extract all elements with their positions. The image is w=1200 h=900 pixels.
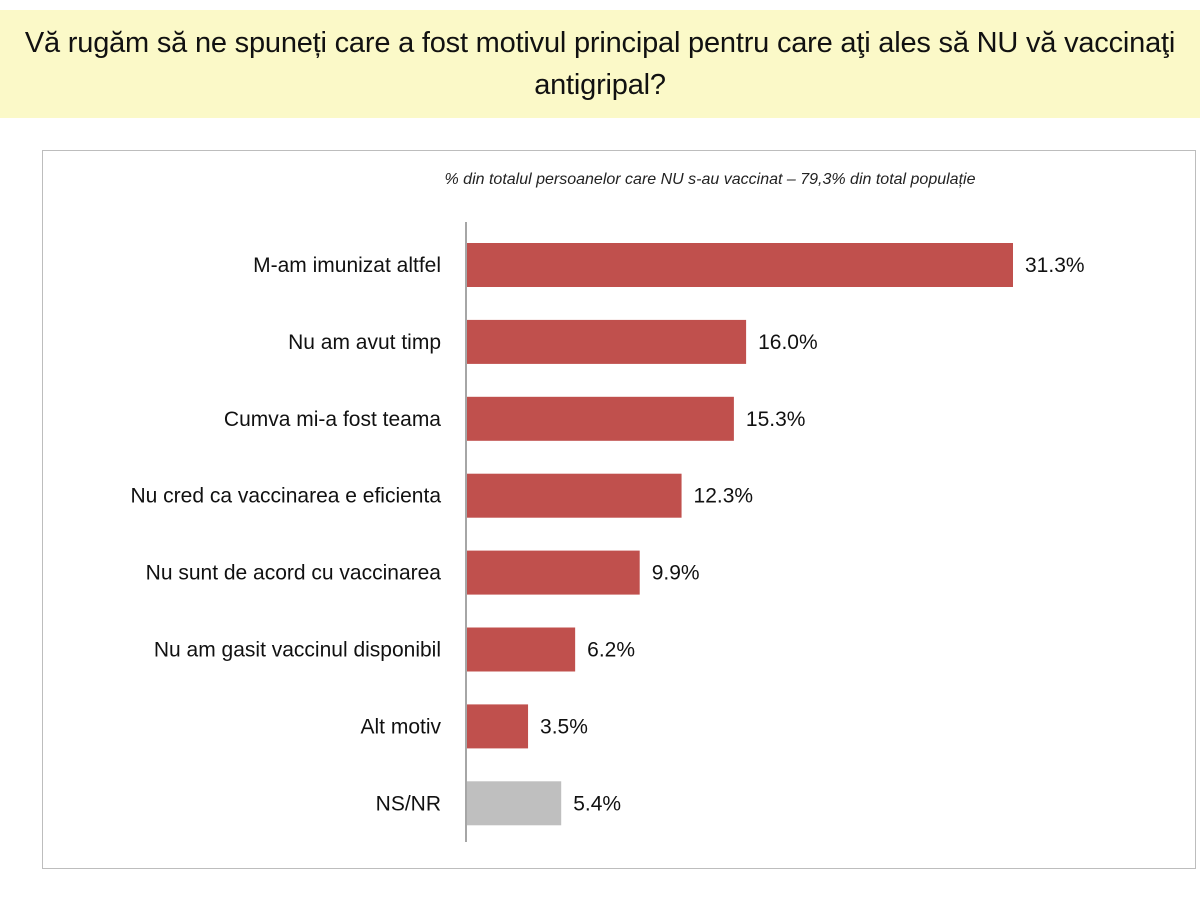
data-label: 3.5%	[540, 715, 588, 738]
category-label: Cumva mi-a fost teama	[224, 408, 441, 431]
category-label: Nu cred ca vaccinarea e eficienta	[131, 485, 442, 508]
category-label: Alt motiv	[360, 715, 441, 738]
category-label: Nu am gasit vaccinul disponibil	[154, 639, 441, 662]
bar-7	[467, 781, 562, 826]
bar-2	[467, 396, 734, 441]
data-label: 9.9%	[652, 562, 700, 585]
data-label: 15.3%	[746, 408, 806, 431]
bar-1	[467, 319, 747, 364]
page-title: Vă rugăm să ne spuneți care a fost motiv…	[24, 27, 1176, 101]
data-label: 31.3%	[1025, 254, 1085, 277]
header-band: Vă rugăm să ne spuneți care a fost motiv…	[0, 10, 1200, 118]
bar-4	[467, 550, 640, 595]
category-label: Nu sunt de acord cu vaccinarea	[146, 562, 442, 585]
data-label: 6.2%	[587, 639, 635, 662]
chart-subtitle: % din totalul persoanelor care NU s-au v…	[444, 171, 976, 188]
data-label: 16.0%	[758, 331, 818, 354]
chart-frame	[42, 150, 1196, 869]
data-label: 12.3%	[694, 485, 754, 508]
bar-6	[467, 704, 529, 749]
bar-0	[467, 243, 1013, 287]
bar-5	[467, 627, 576, 672]
category-label: Nu am avut timp	[288, 331, 441, 354]
category-label: M-am imunizat altfel	[253, 254, 441, 277]
data-label: 5.4%	[573, 792, 621, 815]
category-label: NS/NR	[376, 792, 441, 815]
bar-3	[467, 473, 682, 518]
